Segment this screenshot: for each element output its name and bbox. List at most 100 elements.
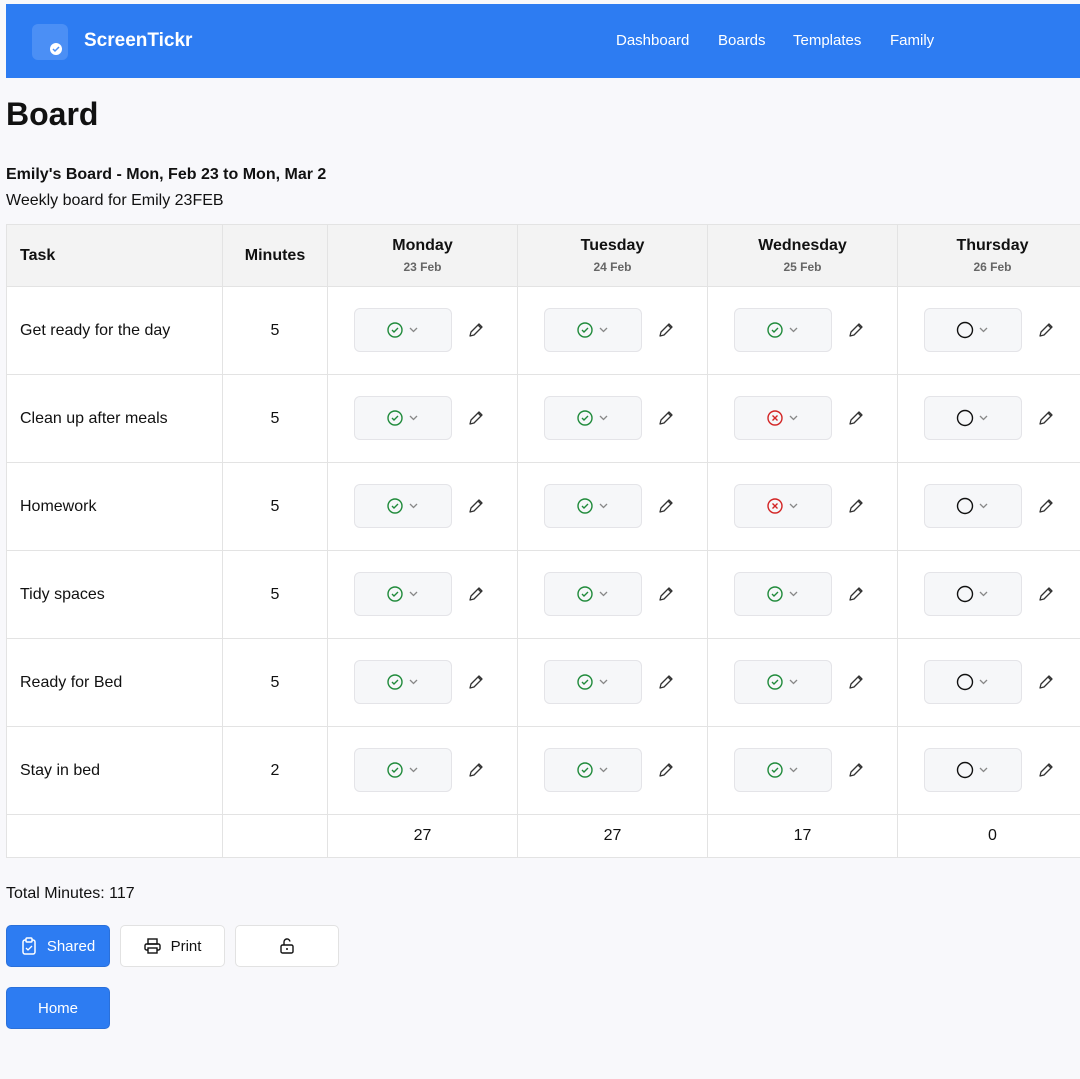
edit-button[interactable]	[657, 673, 675, 696]
edit-button[interactable]	[1037, 321, 1055, 344]
edit-button[interactable]	[1037, 673, 1055, 696]
cell-content	[708, 727, 897, 814]
status-done	[577, 762, 608, 778]
status-done	[767, 762, 798, 778]
table-body: Get ready for the day 5 Clean up after mea…	[6, 286, 1080, 858]
day-header: Tuesday 24 Feb	[517, 224, 708, 287]
status-dropdown[interactable]	[734, 308, 832, 352]
day-total: 17	[707, 814, 898, 858]
lock-button[interactable]	[235, 925, 339, 967]
edit-button[interactable]	[847, 761, 865, 784]
pencil-icon	[849, 499, 863, 513]
edit-button[interactable]	[467, 321, 485, 344]
status-done	[577, 410, 608, 426]
status-done	[387, 410, 418, 426]
pencil-icon	[659, 763, 673, 777]
status-dropdown[interactable]	[544, 748, 642, 792]
shared-button[interactable]: Shared	[6, 925, 110, 967]
pencil-icon	[659, 323, 673, 337]
status-dropdown[interactable]	[734, 396, 832, 440]
edit-button[interactable]	[847, 409, 865, 432]
unlock-icon	[280, 938, 294, 954]
home-button[interactable]: Home	[6, 987, 110, 1029]
edit-button[interactable]	[847, 585, 865, 608]
day-cell	[707, 550, 898, 639]
status-done	[577, 498, 608, 514]
edit-button[interactable]	[847, 497, 865, 520]
edit-button[interactable]	[467, 409, 485, 432]
status-dropdown[interactable]	[734, 484, 832, 528]
edit-button[interactable]	[657, 321, 675, 344]
edit-button[interactable]	[1037, 409, 1055, 432]
print-button[interactable]: Print	[120, 925, 225, 967]
status-dropdown[interactable]	[924, 748, 1022, 792]
edit-button[interactable]	[657, 585, 675, 608]
status-dropdown[interactable]	[924, 484, 1022, 528]
logo[interactable]	[32, 24, 68, 60]
status-dropdown[interactable]	[734, 572, 832, 616]
total-minutes: Total Minutes: 117	[6, 885, 135, 903]
status-done	[387, 322, 418, 338]
column-header: Minutes	[222, 224, 328, 287]
day-total: 27	[327, 814, 518, 858]
day-cell	[517, 286, 708, 375]
edit-button[interactable]	[847, 673, 865, 696]
pencil-icon	[469, 587, 483, 601]
edit-button[interactable]	[657, 761, 675, 784]
day-name: Monday	[392, 237, 453, 254]
status-dropdown[interactable]	[354, 484, 452, 528]
status-dropdown[interactable]	[354, 660, 452, 704]
status-dropdown[interactable]	[734, 660, 832, 704]
status-dropdown[interactable]	[354, 308, 452, 352]
cell-content	[328, 727, 517, 814]
nav-link[interactable]: Boards	[718, 32, 766, 49]
edit-button[interactable]	[467, 585, 485, 608]
nav-link[interactable]: Templates	[793, 32, 862, 49]
pencil-icon	[469, 499, 483, 513]
edit-button[interactable]	[1037, 585, 1055, 608]
status-dropdown[interactable]	[924, 660, 1022, 704]
brand[interactable]: ScreenTickr	[84, 30, 193, 51]
day-cell	[517, 638, 708, 727]
nav-link[interactable]: Family	[890, 32, 935, 49]
day-cell	[707, 286, 898, 375]
edit-button[interactable]	[1037, 761, 1055, 784]
edit-button[interactable]	[657, 497, 675, 520]
status-dropdown[interactable]	[354, 396, 452, 440]
task-row: Stay in bed 2	[6, 726, 1080, 815]
board-table-wrap: Task Minutes Monday 23 Feb Tuesday 24 Feb We…	[6, 224, 1080, 864]
status-dropdown[interactable]	[544, 572, 642, 616]
edit-button[interactable]	[467, 673, 485, 696]
task-name: Stay in bed	[6, 726, 223, 815]
status-empty	[956, 673, 988, 691]
status-dropdown[interactable]	[924, 396, 1022, 440]
nav-link[interactable]: Dashboard	[616, 32, 690, 49]
status-dropdown[interactable]	[924, 308, 1022, 352]
cell-content	[708, 551, 897, 638]
task-minutes: 5	[222, 462, 328, 551]
pencil-icon	[469, 411, 483, 425]
status-dropdown[interactable]	[544, 484, 642, 528]
cell-content	[898, 287, 1080, 374]
day-cell	[897, 638, 1080, 727]
edit-button[interactable]	[1037, 497, 1055, 520]
edit-button[interactable]	[467, 497, 485, 520]
edit-button[interactable]	[657, 409, 675, 432]
status-dropdown[interactable]	[924, 572, 1022, 616]
status-dropdown[interactable]	[354, 572, 452, 616]
status-dropdown[interactable]	[734, 748, 832, 792]
status-dropdown[interactable]	[544, 396, 642, 440]
status-dropdown[interactable]	[354, 748, 452, 792]
status-dropdown[interactable]	[544, 660, 642, 704]
status-empty	[956, 321, 988, 339]
edit-button[interactable]	[467, 761, 485, 784]
pencil-icon	[469, 675, 483, 689]
status-dropdown[interactable]	[544, 308, 642, 352]
pencil-icon	[659, 587, 673, 601]
task-minutes: 5	[222, 374, 328, 463]
task-minutes: 5	[222, 286, 328, 375]
header: ScreenTickr Dashboard Boards Templates F…	[6, 4, 1080, 78]
edit-button[interactable]	[847, 321, 865, 344]
day-total: 0	[897, 814, 1080, 858]
